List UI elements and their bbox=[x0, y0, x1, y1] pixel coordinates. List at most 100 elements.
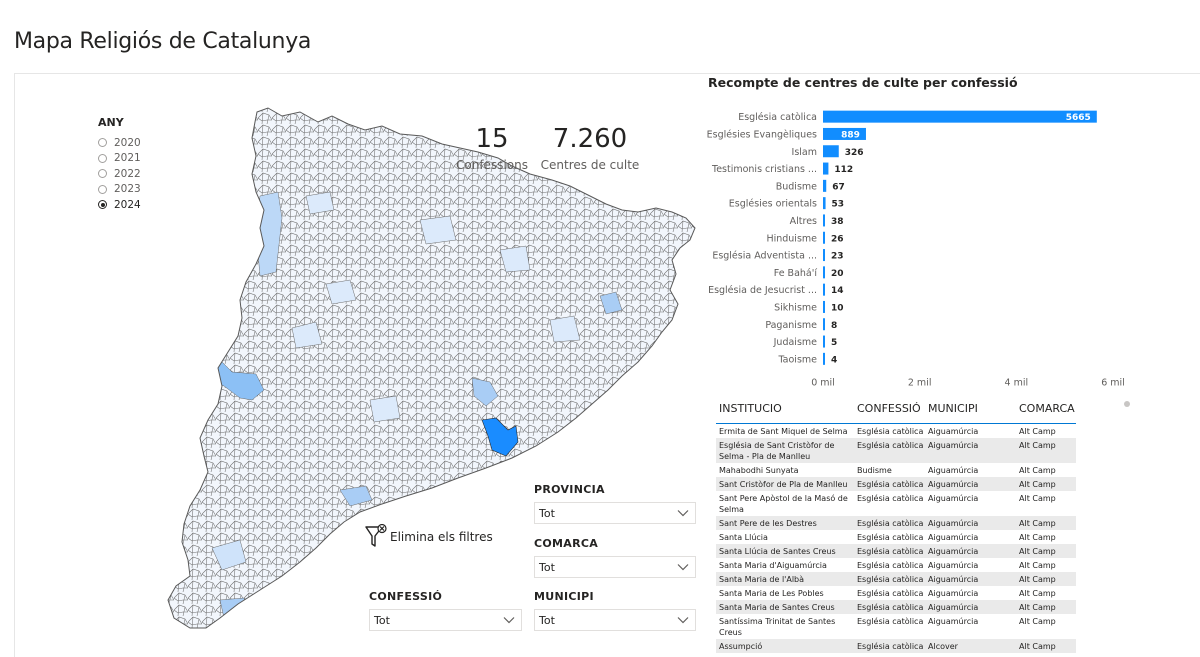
year-option-2021[interactable]: 2021 bbox=[98, 151, 178, 167]
cell-comarca: Alt Camp bbox=[1019, 588, 1056, 598]
cell-institucio: Sant Pere Apòstol de la Masó de Selma bbox=[719, 493, 848, 514]
category-label: Esglésies orientals bbox=[729, 199, 817, 210]
confessio-dropdown[interactable]: Tot bbox=[369, 609, 522, 631]
table-row[interactable]: Santa Maria de Santes Creus Església catò… bbox=[716, 600, 1076, 614]
bar[interactable] bbox=[823, 352, 825, 365]
bar[interactable] bbox=[823, 197, 826, 210]
cell-institucio: Santa Maria d'Aiguamúrcia bbox=[719, 560, 827, 570]
data-label: 8 bbox=[831, 321, 837, 331]
cell-confessio: Església catòlica bbox=[857, 518, 924, 528]
bar[interactable] bbox=[823, 110, 1097, 123]
cell-confessio: Budisme bbox=[857, 465, 892, 475]
year-option-label: 2023 bbox=[114, 183, 141, 196]
cell-confessio: Església catòlica bbox=[857, 546, 924, 556]
category-label: Paganisme bbox=[765, 320, 817, 331]
municipi-slicer-title: MUNICIPI bbox=[534, 590, 594, 603]
comarca-slicer: COMARCA Tot bbox=[534, 537, 696, 578]
table-row[interactable]: Santa Maria de l'Albà Església catòlica Ai… bbox=[716, 572, 1076, 586]
confessio-slicer: CONFESSIÓ Tot bbox=[369, 590, 522, 631]
radio-icon[interactable] bbox=[98, 169, 107, 179]
cell-confessio: Església catòlica bbox=[857, 479, 924, 489]
municipi-dropdown[interactable]: Tot bbox=[534, 609, 696, 631]
table-row[interactable]: Sant Cristòfor de Pla de Manlleu Església… bbox=[716, 477, 1076, 491]
data-label: 26 bbox=[831, 234, 844, 244]
bar[interactable] bbox=[823, 214, 825, 227]
map-svg[interactable] bbox=[160, 100, 705, 640]
cell-institucio: Santa Maria de Les Pobles bbox=[719, 588, 824, 598]
data-label: 53 bbox=[832, 200, 845, 210]
year-option-2024[interactable]: 2024 bbox=[98, 197, 178, 213]
table-row[interactable]: Santíssima Trinitat de Santes Creus Esglé… bbox=[716, 614, 1076, 639]
cell-confessio: Església catòlica bbox=[857, 560, 924, 570]
bar[interactable] bbox=[823, 335, 825, 348]
bar[interactable] bbox=[823, 231, 825, 244]
cell-comarca: Alt Camp bbox=[1019, 546, 1056, 556]
catalonia-map[interactable] bbox=[160, 100, 705, 640]
year-option-label: 2021 bbox=[114, 152, 141, 165]
table-header: INSTITUCIO CONFESSIÓ MUNICIPI COMARCA bbox=[716, 402, 1076, 424]
header-institucio[interactable]: INSTITUCIO bbox=[719, 402, 782, 415]
chevron-down-icon bbox=[677, 617, 689, 624]
cell-comarca: Alt Camp bbox=[1019, 465, 1056, 475]
year-option-2022[interactable]: 2022 bbox=[98, 166, 178, 182]
provincia-dropdown[interactable]: Tot bbox=[534, 502, 696, 524]
data-label: 5665 bbox=[1066, 113, 1091, 123]
kpi-confessions-label: Confessions bbox=[456, 158, 528, 172]
table-row[interactable]: Assumpció Església catòlica Alcover Alt Cam… bbox=[716, 639, 1076, 653]
municipi-dropdown-value: Tot bbox=[539, 613, 555, 627]
table-row[interactable]: Sant Pere de les Destres Església catòlic… bbox=[716, 516, 1076, 530]
data-label: 20 bbox=[831, 269, 844, 279]
header-confessio[interactable]: CONFESSIÓ bbox=[857, 402, 921, 415]
table-row[interactable]: Santa Llúcia Església catòlica Aiguamúrcia… bbox=[716, 530, 1076, 544]
bar-chart-svg[interactable]: Església catòlica 5665 Esglésies Evangèliq… bbox=[706, 100, 1136, 390]
cell-confessio: Església catòlica bbox=[857, 602, 924, 612]
table-row[interactable]: Santa Maria d'Aiguamúrcia Església catòli… bbox=[716, 558, 1076, 572]
radio-icon[interactable] bbox=[98, 184, 107, 194]
year-slicer: ANY 2020 2021 2022 2023 2024 bbox=[98, 116, 178, 213]
table-row[interactable]: Santa Maria de Les Pobles Església catòli… bbox=[716, 586, 1076, 600]
category-label: Sikhisme bbox=[774, 302, 817, 313]
radio-icon[interactable] bbox=[98, 153, 107, 163]
category-label: Església Adventista ... bbox=[712, 251, 817, 262]
bar[interactable] bbox=[823, 283, 825, 296]
clear-filters-label: Elimina els filtres bbox=[390, 530, 493, 544]
table-row[interactable]: Ermita de Sant Miquel de Selma Església c… bbox=[716, 424, 1076, 438]
table-row[interactable]: Església de Sant Cristòfor de Selma - Pl… bbox=[716, 438, 1076, 463]
header-municipi[interactable]: MUNICIPI bbox=[928, 402, 978, 415]
bar[interactable] bbox=[823, 300, 825, 313]
comarca-slicer-title: COMARCA bbox=[534, 537, 599, 550]
category-label: Església de Jesucrist ... bbox=[708, 285, 817, 296]
header-comarca[interactable]: COMARCA bbox=[1019, 402, 1075, 415]
bar[interactable] bbox=[823, 318, 825, 331]
year-option-2023[interactable]: 2023 bbox=[98, 182, 178, 198]
year-option-2020[interactable]: 2020 bbox=[98, 135, 178, 151]
bar[interactable] bbox=[823, 162, 829, 175]
clear-filters-button[interactable]: Elimina els filtres bbox=[364, 524, 493, 550]
provincia-dropdown-value: Tot bbox=[539, 506, 555, 520]
radio-icon[interactable] bbox=[98, 200, 107, 210]
bar[interactable] bbox=[823, 249, 825, 262]
kpi-centres: 7.260 Centres de culte bbox=[538, 124, 642, 172]
bar-chart[interactable]: Església catòlica 5665 Esglésies Evangèliq… bbox=[706, 100, 1136, 390]
bar[interactable] bbox=[823, 266, 825, 279]
category-label: Taoisme bbox=[777, 354, 817, 365]
cell-municipi: Aiguamúrcia bbox=[928, 602, 979, 612]
bar[interactable] bbox=[823, 127, 866, 140]
comarca-dropdown[interactable]: Tot bbox=[534, 556, 696, 578]
cell-institucio: Santa Llúcia bbox=[719, 532, 768, 542]
cell-municipi: Aiguamúrcia bbox=[928, 493, 979, 503]
table-row[interactable]: Sant Pere Apòstol de la Masó de Selma Esg… bbox=[716, 491, 1076, 516]
x-tick-label: 0 mil bbox=[811, 378, 835, 389]
cell-comarca: Alt Camp bbox=[1019, 602, 1056, 612]
table-row[interactable]: Mahabodhi Sunyata Budisme Aiguamúrcia Alt C… bbox=[716, 463, 1076, 477]
radio-icon[interactable] bbox=[98, 138, 107, 148]
bar[interactable] bbox=[823, 179, 827, 192]
category-label: Islam bbox=[792, 147, 817, 158]
scroll-indicator[interactable] bbox=[1124, 401, 1130, 407]
institutions-table[interactable]: INSTITUCIO CONFESSIÓ MUNICIPI COMARCA Er… bbox=[716, 402, 1076, 657]
category-label: Budisme bbox=[776, 181, 817, 192]
cell-municipi: Aiguamúrcia bbox=[928, 426, 979, 436]
bar[interactable] bbox=[823, 145, 839, 158]
cell-municipi: Aiguamúrcia bbox=[928, 465, 979, 475]
table-row[interactable]: Santa Llúcia de Santes Creus Església cat… bbox=[716, 544, 1076, 558]
